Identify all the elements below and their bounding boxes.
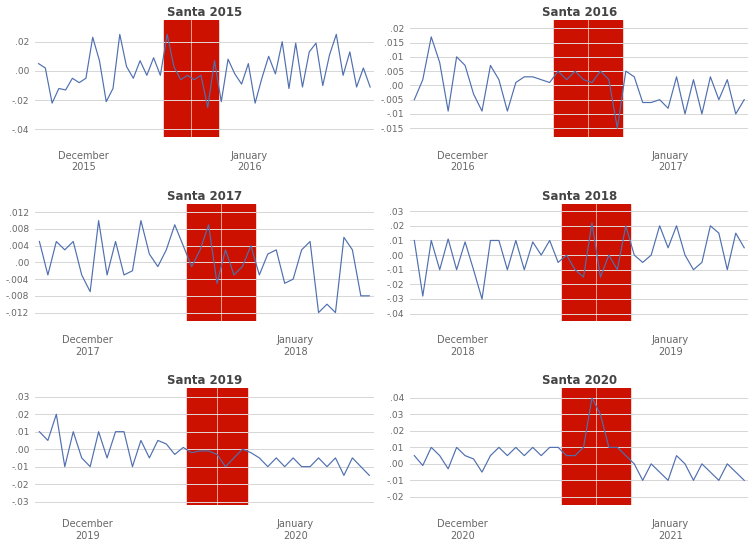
Bar [554, 20, 621, 137]
Title: Santa 2019: Santa 2019 [167, 374, 242, 387]
Title: Santa 2017: Santa 2017 [167, 190, 242, 203]
Bar [188, 388, 247, 505]
Text: December
2018: December 2018 [437, 335, 488, 356]
Text: December
2015: December 2015 [58, 151, 109, 172]
Text: January
2018: January 2018 [277, 335, 314, 356]
Text: January
2016: January 2016 [231, 151, 268, 172]
Title: Santa 2015: Santa 2015 [167, 5, 242, 19]
Text: December
2016: December 2016 [437, 151, 488, 172]
Bar [562, 204, 630, 321]
Text: January
2021: January 2021 [651, 519, 689, 541]
Text: January
2020: January 2020 [277, 519, 314, 541]
Bar [562, 388, 630, 505]
Bar [188, 204, 255, 321]
Title: Santa 2020: Santa 2020 [541, 374, 617, 387]
Text: December
2019: December 2019 [62, 519, 112, 541]
Text: January
2017: January 2017 [651, 151, 689, 172]
Title: Santa 2018: Santa 2018 [541, 190, 617, 203]
Text: December
2017: December 2017 [62, 335, 112, 356]
Text: January
2019: January 2019 [651, 335, 689, 356]
Bar [164, 20, 218, 137]
Text: December
2020: December 2020 [437, 519, 488, 541]
Title: Santa 2016: Santa 2016 [541, 5, 617, 19]
